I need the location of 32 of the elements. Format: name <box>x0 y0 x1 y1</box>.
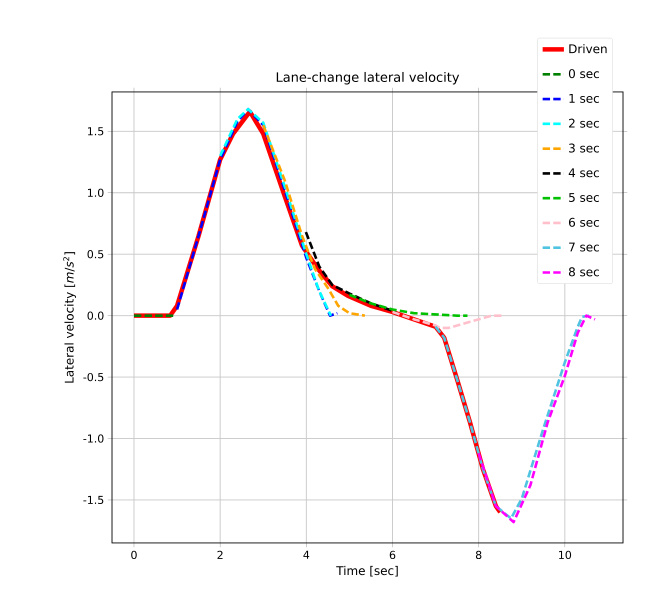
y-tick-label: 1.0 <box>88 188 104 197</box>
line-series <box>477 314 596 524</box>
y-tick-label: -1.5 <box>83 496 104 504</box>
line-series <box>434 314 590 520</box>
line-series <box>348 293 469 317</box>
y-tick-label: -1.0 <box>83 434 104 443</box>
y-tick-label: 0.0 <box>88 312 104 320</box>
legend-label: 3 sec <box>569 144 599 153</box>
line-series <box>304 230 400 316</box>
legend-label: 2 sec <box>569 118 599 128</box>
legend-label: 6 sec <box>568 218 599 227</box>
x-tick-label: 0 <box>131 550 137 560</box>
y-axis-title: Lateral velocity [m/s$^{2}$] <box>63 252 76 383</box>
x-tick-label: 2 <box>217 550 223 559</box>
legend-label: 0 sec <box>568 69 599 78</box>
x-axis-title: Time [sec] <box>336 566 398 577</box>
x-tick-label: 4 <box>303 550 310 559</box>
chart-title: Lane-change lateral velocity <box>276 72 460 84</box>
x-tick-label: 8 <box>476 550 482 560</box>
line-series <box>218 108 332 317</box>
legend-label: 8 sec <box>568 267 599 276</box>
line-series <box>262 124 366 317</box>
x-tick-label: 10 <box>559 550 572 560</box>
y-tick-label: 1.5 <box>88 127 104 136</box>
y-tick-label: 0.5 <box>88 250 104 258</box>
legend-label: 4 sec <box>568 168 599 178</box>
y-tick-label: -0.5 <box>83 372 104 382</box>
legend-label: 5 sec <box>569 193 599 202</box>
legend-label: Driven <box>569 44 607 54</box>
x-tick-label: 6 <box>390 550 396 560</box>
legend-label: 1 sec <box>569 94 599 103</box>
legend-label: 7 sec <box>569 242 599 252</box>
